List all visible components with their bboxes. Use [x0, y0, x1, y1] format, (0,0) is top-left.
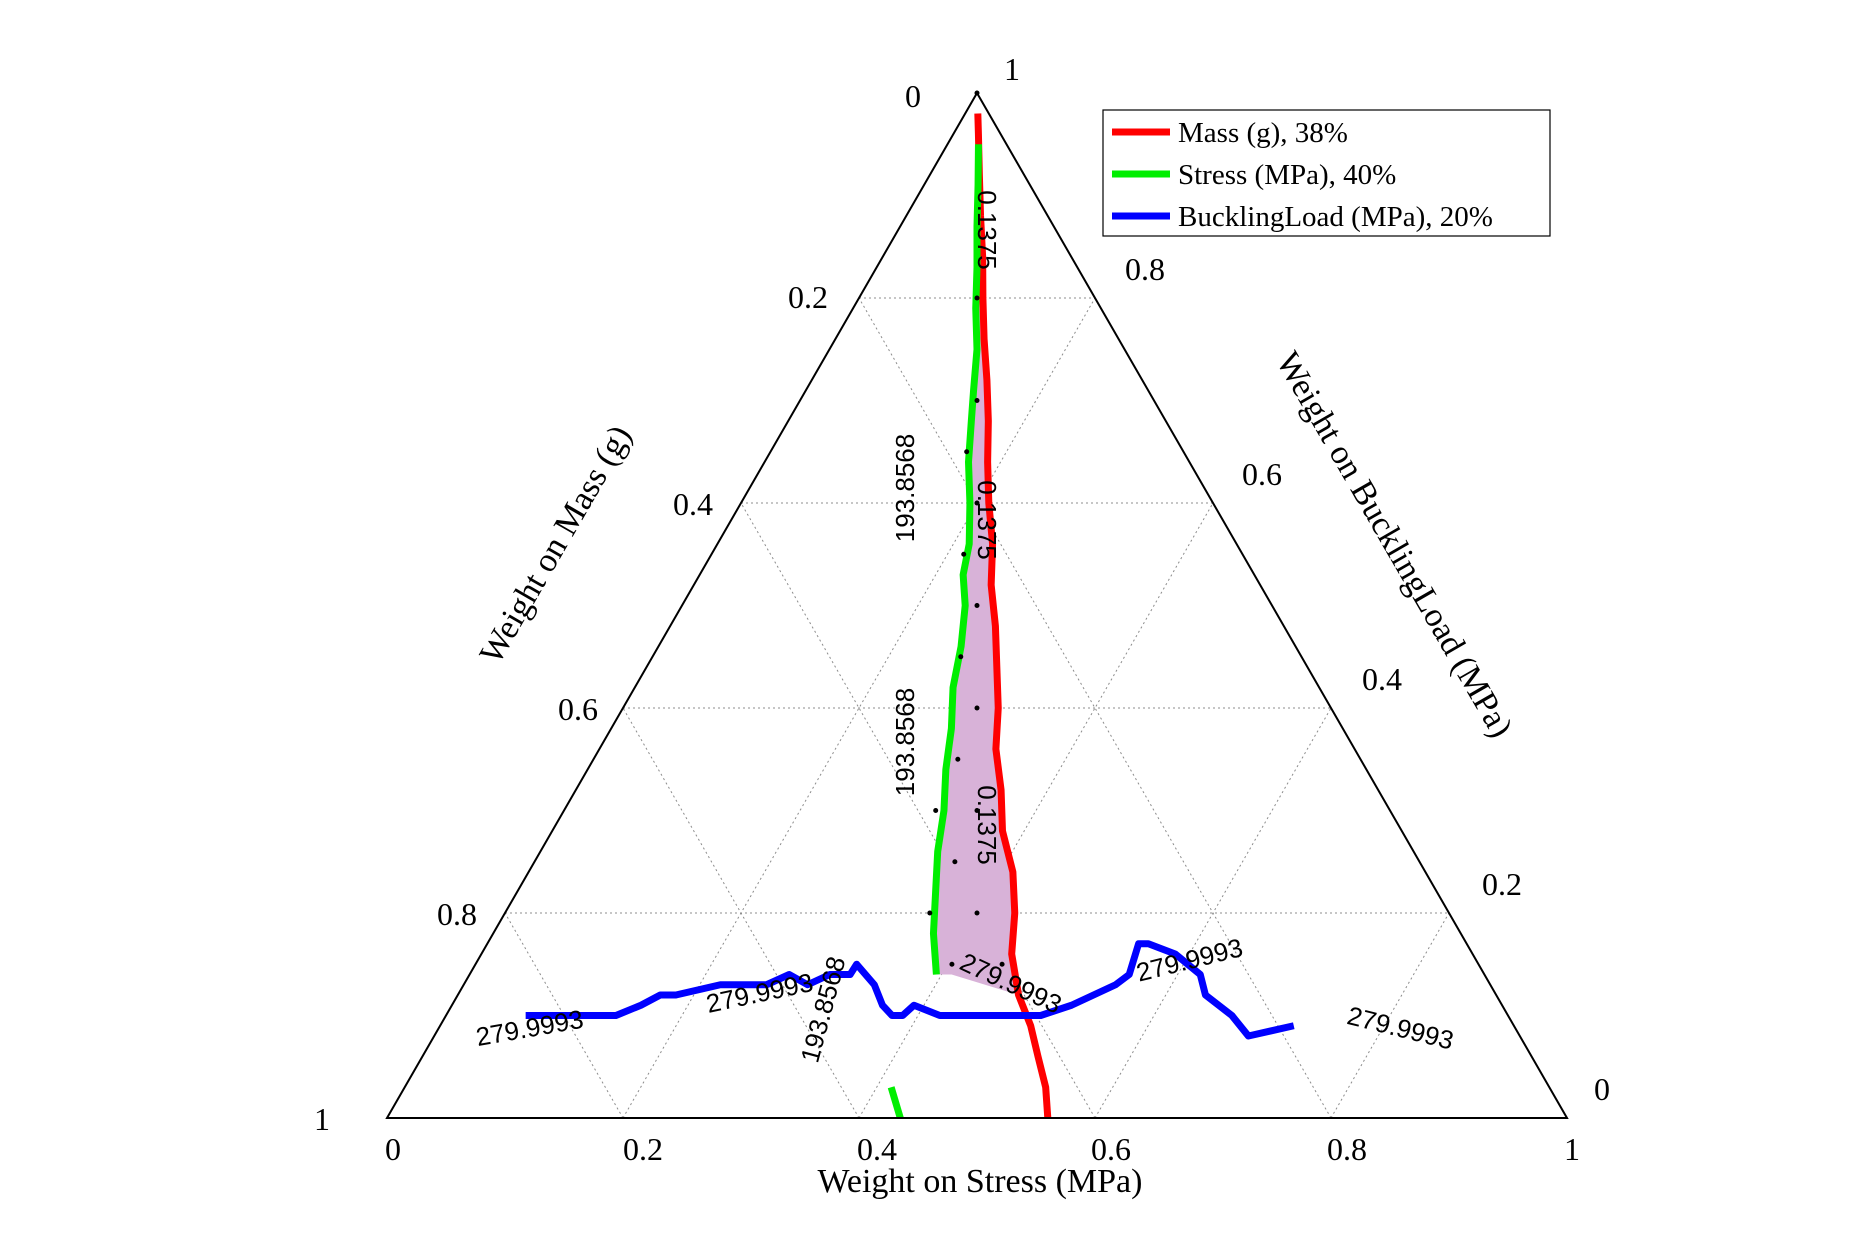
sample-point: [974, 808, 980, 813]
feasible-points: [927, 295, 1005, 967]
sample-point: [974, 603, 980, 608]
contour-label: 0.1375: [972, 785, 1002, 865]
sample-point: [952, 859, 958, 865]
contour-label: 279.9993: [474, 1004, 586, 1052]
right-tick-label: 0.4: [1362, 661, 1402, 697]
legend-label: BucklingLoad (MPa), 20%: [1178, 201, 1493, 233]
bottom-axis-title: Weight on Stress (MPa): [818, 1163, 1143, 1200]
left-tick-label: 0: [905, 78, 921, 114]
contour-label: 193.8568: [890, 688, 920, 796]
contour-label: 0.1375: [972, 190, 1002, 270]
bottom-tick-label: 0.8: [1327, 1131, 1367, 1167]
contour-line-3: [525, 940, 1295, 1040]
contour-label: 193.8568: [890, 434, 920, 542]
sample-point: [974, 295, 980, 301]
contour-label: 279.9993: [1344, 1000, 1456, 1055]
triangle-outline: [385, 90, 1569, 1119]
bottom-tick-label: 0.4: [857, 1131, 897, 1167]
contour-label: 279.9993: [1133, 932, 1245, 987]
contour-line-0: [974, 113, 1052, 1119]
sample-point: [927, 910, 933, 916]
contour-line-1: [929, 144, 982, 975]
sample-point: [961, 551, 967, 557]
sample-point: [974, 398, 980, 403]
legend-label: Mass (g), 38%: [1178, 117, 1348, 149]
bottom-tick-label: 0.6: [1091, 1131, 1131, 1167]
sample-point: [958, 654, 964, 660]
triangle-frame: [385, 90, 1569, 1119]
contour-label: 279.9993: [703, 967, 815, 1019]
bottom-tick-label: 0: [385, 1131, 401, 1167]
right-tick-label: 0.6: [1242, 456, 1282, 492]
left-tick-label: 0.8: [437, 896, 477, 932]
sample-point: [933, 808, 939, 813]
left-tick-label: 0.6: [558, 691, 598, 727]
sample-point: [974, 910, 980, 916]
left-tick-label: 0.2: [788, 279, 828, 315]
sample-point: [964, 449, 970, 455]
sample-point: [974, 500, 980, 506]
contour-label: 0.1375: [972, 480, 1002, 560]
right-tick-label: 0: [1594, 1071, 1610, 1107]
bottom-tick-label: 1: [1564, 1131, 1580, 1167]
sample-point: [999, 961, 1005, 967]
right-tick-label: 0.2: [1482, 866, 1522, 902]
right-tick-label: 1: [1004, 51, 1020, 87]
grid-line: [858, 502, 1214, 1119]
legend-box: [1102, 109, 1551, 237]
sample-point: [955, 756, 961, 762]
grid-line: [740, 502, 1096, 1119]
legend-label: Stress (MPa), 40%: [1178, 159, 1396, 191]
bottom-tick-label: 0.2: [623, 1131, 663, 1167]
contour-series: [525, 113, 1295, 1119]
axis-ticks: 0 0.2 0.4 0.6 0.8 1 1 0.8 0.6 0.4 0.2 0 0 0.2 0.4 0.6 0.…: [314, 51, 1610, 1167]
sample-point: [974, 705, 980, 711]
left-tick-label: 1: [314, 1101, 330, 1137]
sample-point: [949, 961, 955, 967]
left-axis-title: Weight on Mass (g): [473, 419, 639, 670]
contour-line-2: [887, 1086, 904, 1119]
legend: Mass (g), 38% Stress (MPa), 40% BucklingLo…: [1102, 109, 1551, 237]
left-tick-label: 0.4: [673, 486, 713, 522]
apex-point: [974, 90, 980, 96]
right-tick-label: 0.8: [1125, 251, 1165, 287]
